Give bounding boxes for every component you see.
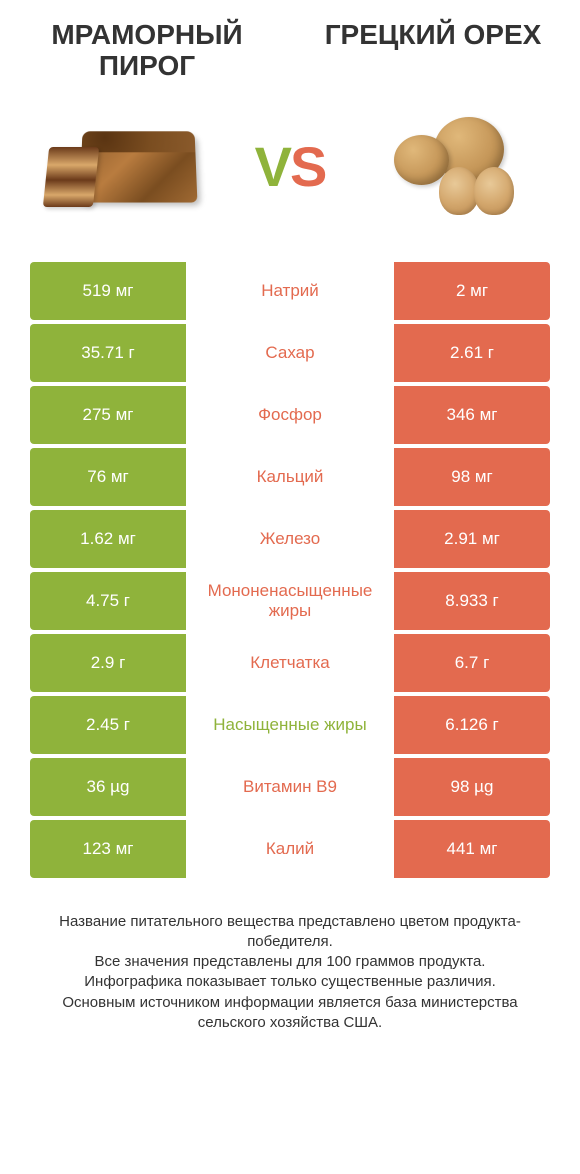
- vs-letter-s: S: [290, 135, 325, 198]
- nutrient-label: Кальций: [186, 448, 394, 506]
- left-product-image: [30, 112, 212, 222]
- table-row: 123 мгКалий441 мг: [30, 820, 550, 878]
- table-row: 76 мгКальций98 мг: [30, 448, 550, 506]
- table-row: 519 мгНатрий2 мг: [30, 262, 550, 320]
- left-value: 123 мг: [30, 820, 186, 878]
- right-value: 8.933 г: [394, 572, 550, 630]
- right-value: 346 мг: [394, 386, 550, 444]
- right-value: 2.61 г: [394, 324, 550, 382]
- footer-line: Название питательного вещества представл…: [40, 912, 540, 953]
- nutrient-label: Насыщенные жиры: [186, 696, 394, 754]
- images-row: VS: [30, 102, 550, 232]
- left-value: 519 мг: [30, 262, 186, 320]
- right-value: 98 µg: [394, 758, 550, 816]
- right-value: 2 мг: [394, 262, 550, 320]
- table-row: 35.71 гСахар2.61 г: [30, 324, 550, 382]
- nutrient-label: Фосфор: [186, 386, 394, 444]
- footer-line: Все значения представлены для 100 граммо…: [40, 952, 540, 972]
- right-product-title: ГРЕЦКИЙ ОРЕХ: [316, 20, 550, 51]
- comparison-table: 519 мгНатрий2 мг35.71 гСахар2.61 г275 мг…: [30, 262, 550, 882]
- left-value: 2.9 г: [30, 634, 186, 692]
- right-value: 6.126 г: [394, 696, 550, 754]
- left-value: 2.45 г: [30, 696, 186, 754]
- table-row: 36 µgВитамин B998 µg: [30, 758, 550, 816]
- right-value: 2.91 мг: [394, 510, 550, 568]
- table-row: 1.62 мгЖелезо2.91 мг: [30, 510, 550, 568]
- nutrient-label: Сахар: [186, 324, 394, 382]
- nutrient-label: Натрий: [186, 262, 394, 320]
- right-product-image: [368, 112, 550, 222]
- nutrient-label: Витамин B9: [186, 758, 394, 816]
- right-value: 6.7 г: [394, 634, 550, 692]
- table-row: 275 мгФосфор346 мг: [30, 386, 550, 444]
- table-row: 2.9 гКлетчатка6.7 г: [30, 634, 550, 692]
- left-value: 76 мг: [30, 448, 186, 506]
- nutrient-label: Мононенасыщенные жиры: [186, 572, 394, 630]
- right-value: 98 мг: [394, 448, 550, 506]
- vs-label: VS: [217, 134, 363, 199]
- infographic-container: МРАМОРНЫЙ ПИРОГ ГРЕЦКИЙ ОРЕХ VS: [0, 0, 580, 1174]
- left-product-title: МРАМОРНЫЙ ПИРОГ: [30, 20, 264, 82]
- left-value: 4.75 г: [30, 572, 186, 630]
- left-value: 35.71 г: [30, 324, 186, 382]
- nutrient-label: Калий: [186, 820, 394, 878]
- left-value: 36 µg: [30, 758, 186, 816]
- cake-icon: [46, 127, 196, 207]
- footer-notes: Название питательного вещества представл…: [30, 912, 550, 1034]
- table-row: 2.45 гНасыщенные жиры6.126 г: [30, 696, 550, 754]
- left-value: 1.62 мг: [30, 510, 186, 568]
- nutrient-label: Клетчатка: [186, 634, 394, 692]
- footer-line: Инфографика показывает только существенн…: [40, 972, 540, 992]
- vs-letter-v: V: [255, 135, 290, 198]
- nutrient-label: Железо: [186, 510, 394, 568]
- walnut-icon: [389, 117, 529, 217]
- footer-line: Основным источником информации является …: [40, 993, 540, 1034]
- header-row: МРАМОРНЫЙ ПИРОГ ГРЕЦКИЙ ОРЕХ: [30, 20, 550, 82]
- left-value: 275 мг: [30, 386, 186, 444]
- table-row: 4.75 гМононенасыщенные жиры8.933 г: [30, 572, 550, 630]
- right-value: 441 мг: [394, 820, 550, 878]
